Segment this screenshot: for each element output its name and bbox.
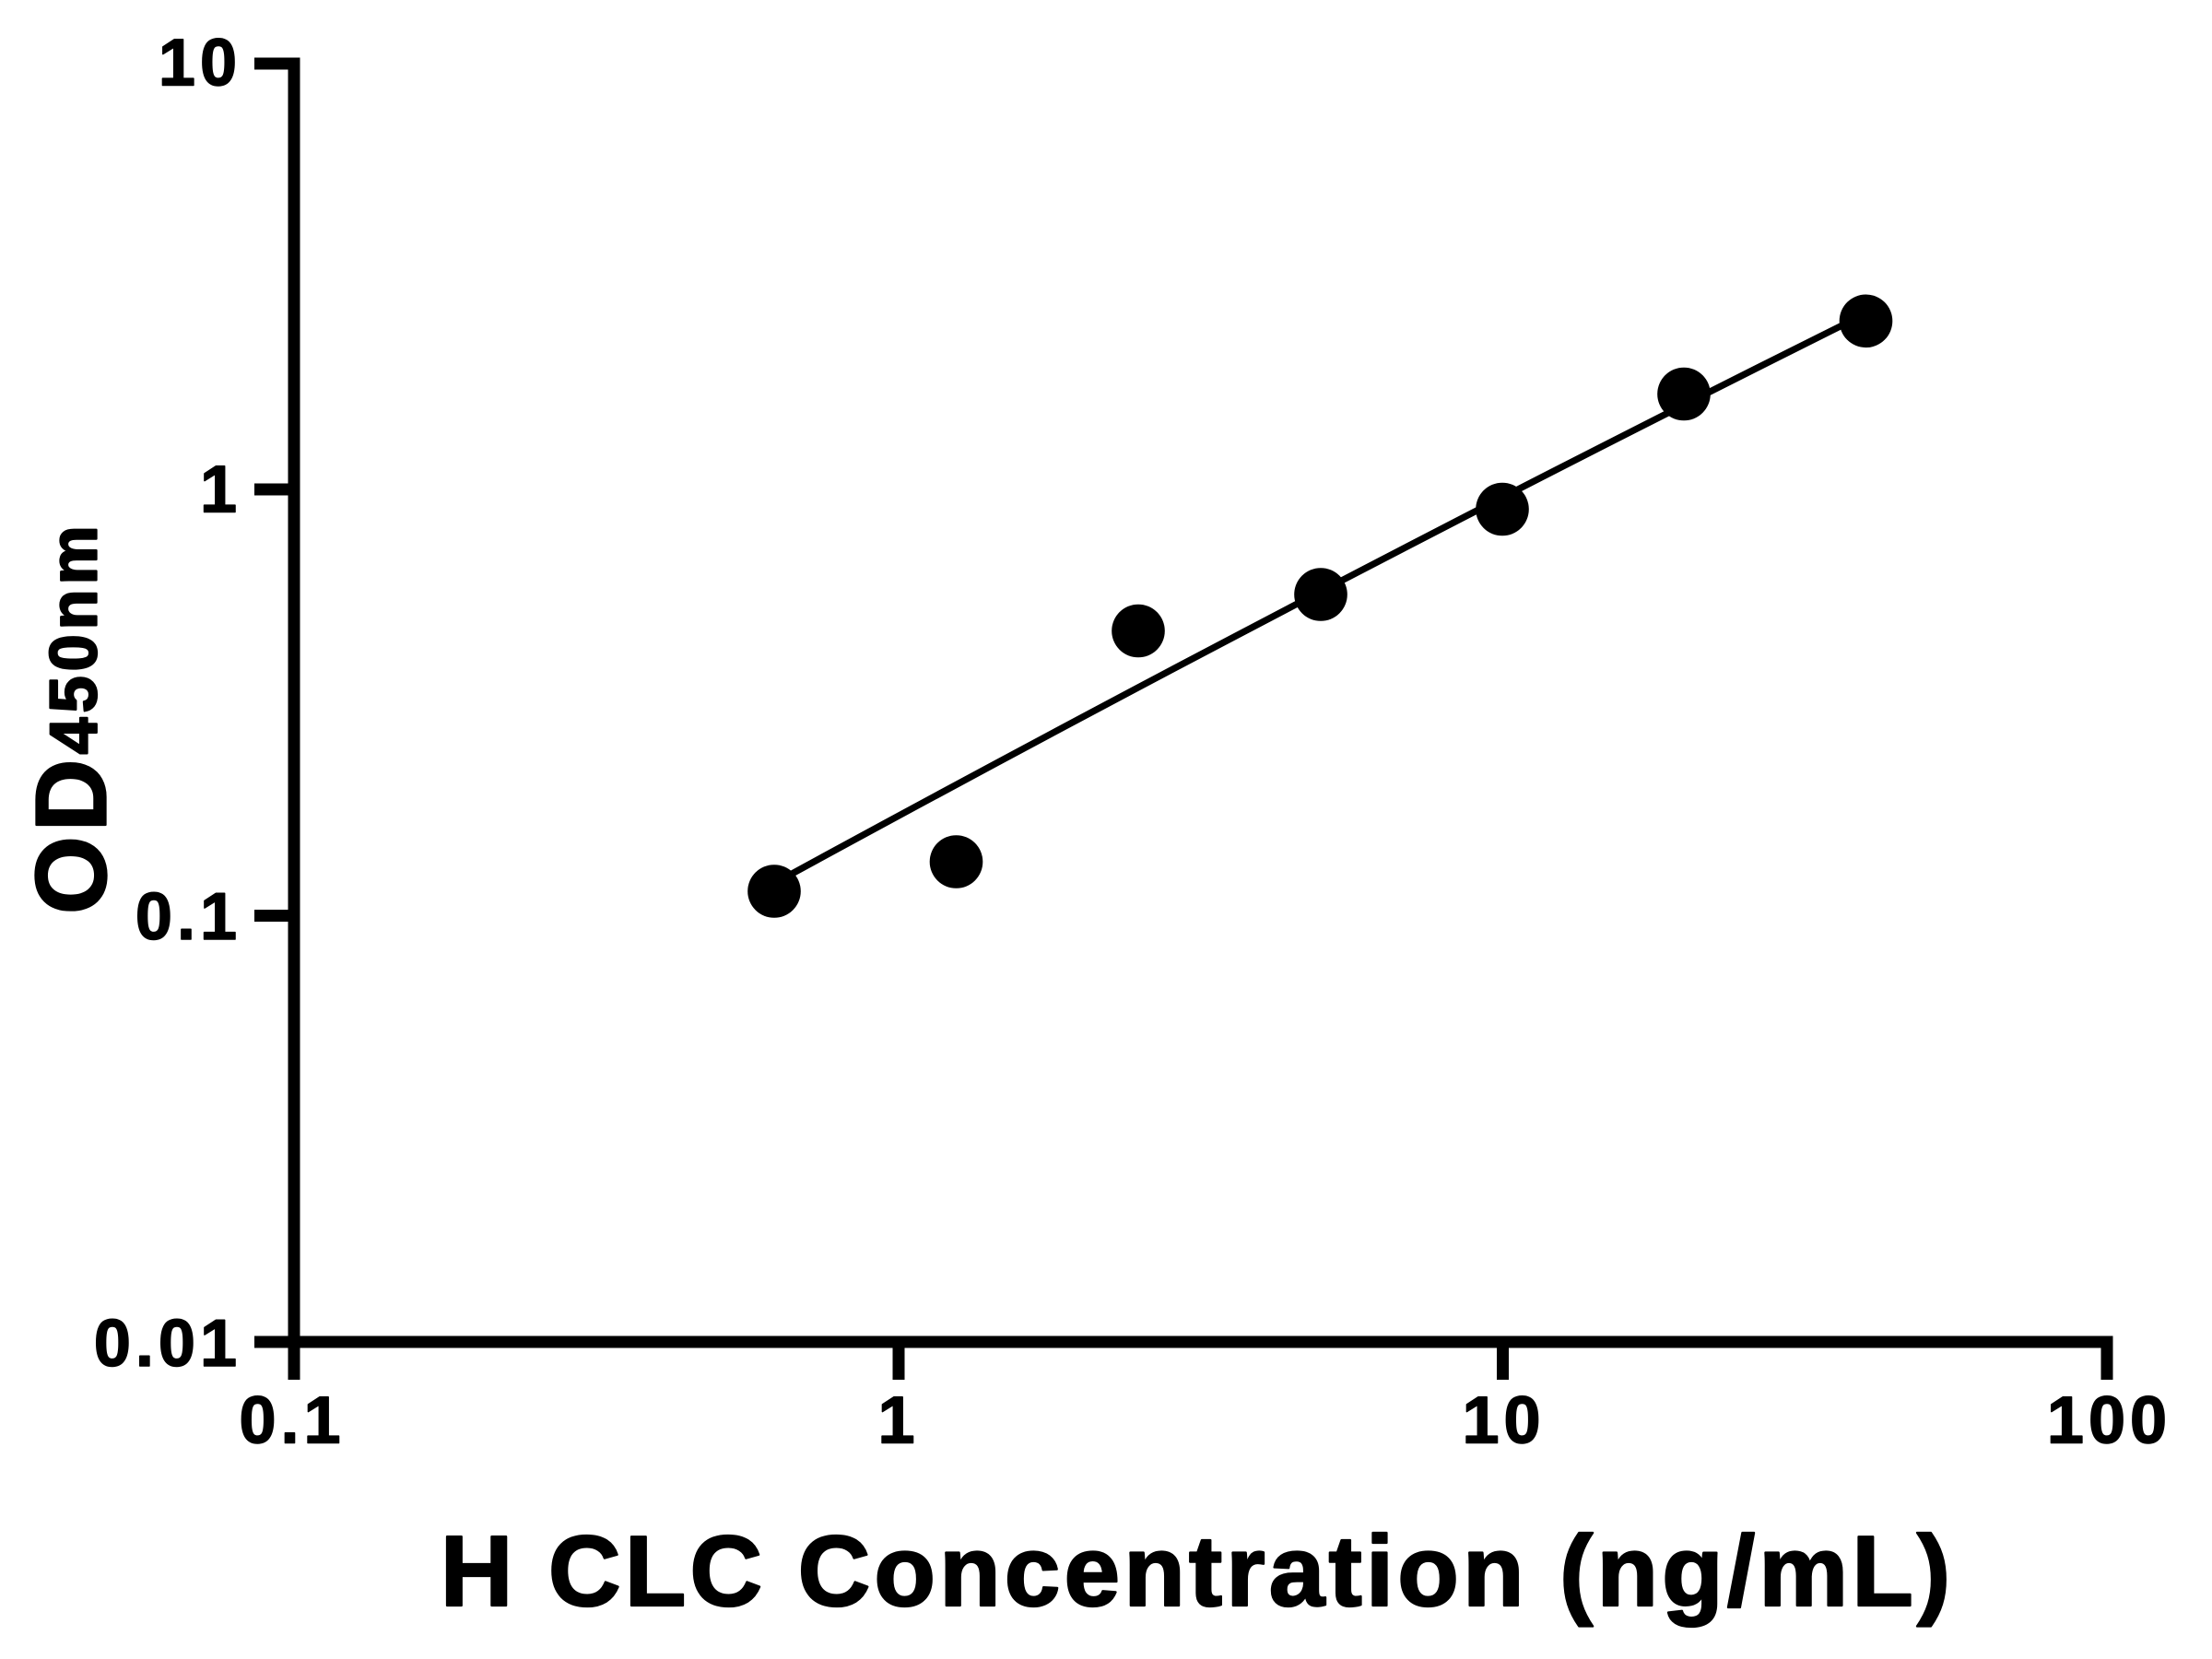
svg-text:100: 100 bbox=[2047, 1384, 2171, 1458]
svg-text:H CLC Concentration (ng/mL): H CLC Concentration (ng/mL) bbox=[441, 1515, 1955, 1628]
svg-text:0.01: 0.01 bbox=[94, 1307, 241, 1381]
svg-text:0.1: 0.1 bbox=[239, 1384, 345, 1458]
svg-text:10: 10 bbox=[1462, 1384, 1545, 1458]
svg-text:10: 10 bbox=[159, 27, 241, 100]
svg-text:1: 1 bbox=[200, 453, 241, 527]
svg-text:1: 1 bbox=[877, 1384, 919, 1458]
svg-text:0.1: 0.1 bbox=[135, 880, 241, 954]
